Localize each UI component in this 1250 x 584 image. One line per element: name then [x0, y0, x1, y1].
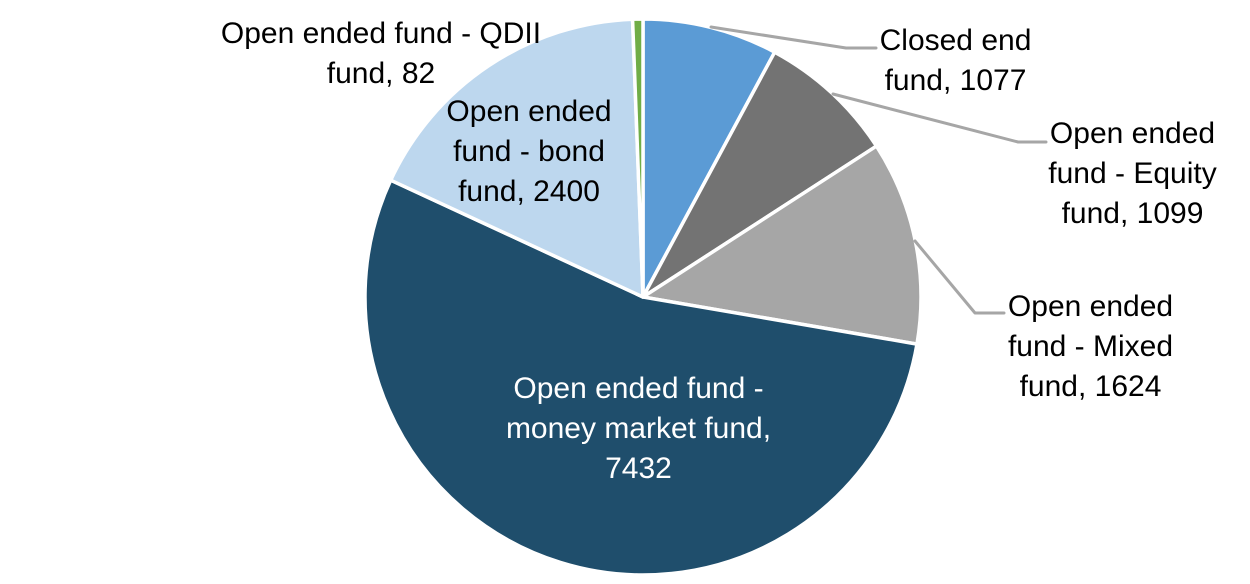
leader-line-equity-fund [831, 92, 1048, 144]
pie-slice-open-ended-fund-money-market-fund[interactable] [363, 178, 919, 577]
pie-slice-open-ended-fund-bond-fund[interactable] [388, 17, 645, 299]
pie-slice-open-ended-fund-qdii-fund[interactable] [630, 17, 645, 299]
leader-line-mixed-fund [913, 239, 1006, 315]
pie-slice-open-ended-fund-equity-fund[interactable] [641, 50, 879, 299]
leader-line-closed-end-fund [709, 25, 878, 50]
